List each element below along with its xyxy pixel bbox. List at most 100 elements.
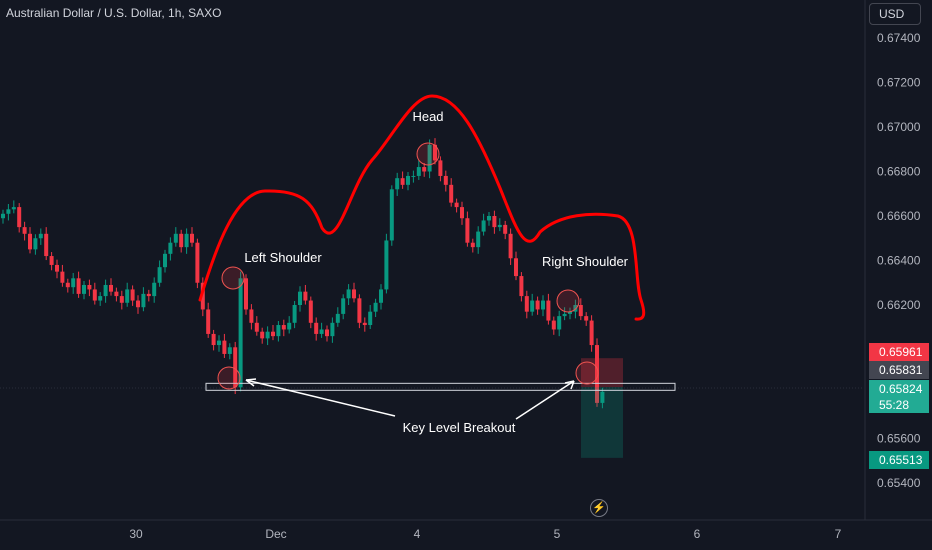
candle-body (362, 322, 367, 326)
key-level-breakout-label: Key Level Breakout (403, 420, 516, 435)
candle-body (476, 231, 481, 248)
candle-body (319, 329, 324, 334)
candle-body (314, 322, 319, 334)
right-shoulder-label: Right Shoulder (542, 254, 629, 269)
candle-body (17, 207, 22, 228)
candle-body (87, 284, 92, 290)
pivot-marker (575, 361, 599, 385)
candle-body (55, 264, 59, 272)
candle-body (109, 284, 113, 292)
time-tick-label: 6 (694, 527, 701, 541)
candle-body (454, 202, 459, 208)
candle-body (168, 242, 173, 254)
candle-body (184, 233, 189, 248)
candle-body (60, 271, 65, 283)
candle-body (222, 340, 227, 354)
pivot-marker (416, 142, 440, 166)
candle-body (379, 289, 383, 303)
candle-body (551, 320, 556, 330)
candle-body (114, 291, 119, 297)
candle-body (460, 207, 464, 219)
arrow-head-right (564, 380, 575, 390)
lightning-bolt-icon[interactable]: ⚡ (590, 499, 608, 517)
candle-body (389, 189, 394, 241)
candle-body (238, 278, 243, 388)
pivot-marker (221, 266, 245, 290)
candle-body (481, 220, 486, 232)
candle-body (303, 291, 308, 301)
candle-body (254, 322, 259, 332)
candle-body (44, 233, 49, 257)
candle-body (92, 289, 97, 301)
price-tick-label: 0.66600 (877, 209, 921, 223)
arrow-head-left (245, 378, 257, 387)
candle-body (449, 184, 454, 203)
candle-body (508, 233, 513, 259)
candle-body (249, 309, 254, 323)
candle-body (416, 167, 421, 176)
candle-body (573, 305, 578, 312)
candle-body (557, 316, 562, 330)
arrow-line-right (515, 380, 575, 420)
candle-body (357, 298, 362, 323)
candle-body (190, 233, 194, 243)
candle-body (335, 313, 340, 323)
candle-body (352, 289, 356, 299)
currency-button[interactable]: USD (869, 3, 921, 25)
bar-countdown: 55:28 (879, 398, 910, 412)
candle-body (11, 207, 16, 210)
candle-body (163, 253, 167, 268)
left-shoulder-label: Left Shoulder (244, 250, 322, 265)
head-label: Head (412, 109, 443, 124)
candle-body (287, 322, 292, 330)
candle-body (6, 209, 11, 214)
candle-body (400, 178, 405, 185)
candle-body (22, 227, 27, 234)
chart-title: Australian Dollar / U.S. Dollar, 1h, SAX… (6, 6, 222, 20)
candle-body (152, 282, 157, 297)
candle-body (271, 331, 275, 337)
candle-body (49, 256, 54, 265)
entry-price-tag: 0.65831 (869, 361, 929, 379)
candle-body (411, 175, 416, 177)
candle-body (136, 300, 140, 308)
candle-body (233, 347, 238, 388)
candle-body (179, 233, 184, 248)
price-tick-label: 0.67400 (877, 31, 921, 45)
price-tick-label: 0.65600 (877, 432, 921, 446)
candle-body (141, 293, 146, 308)
candle-body (427, 144, 432, 172)
candle-body (433, 144, 437, 161)
price-tick-label: 0.67200 (877, 76, 921, 90)
candle-body (1, 213, 5, 219)
candle-body (130, 289, 135, 301)
candle-body (98, 296, 103, 301)
candle-body (487, 216, 491, 221)
candle-body (422, 167, 427, 172)
candle-body (443, 175, 448, 185)
candle-body (119, 296, 124, 303)
candle-body (546, 300, 551, 321)
candle-body (541, 300, 545, 310)
price-tick-label: 0.66400 (877, 254, 921, 268)
candle-body (465, 218, 470, 243)
candle-body (157, 267, 162, 283)
candle-body (206, 309, 211, 334)
candle-body (368, 311, 373, 326)
target-price-tag: 0.65513 (869, 451, 929, 469)
candle-body (503, 224, 508, 234)
candle-body (103, 284, 108, 297)
stop-price-tag: 0.65961 (869, 343, 929, 361)
time-tick-label: 30 (129, 527, 143, 541)
candle-body (65, 282, 70, 288)
candle-body (589, 320, 594, 346)
candle-body (195, 242, 200, 283)
pivot-marker (217, 366, 241, 390)
candle-body (497, 224, 502, 228)
candle-body (38, 233, 43, 239)
candle-body (82, 284, 86, 294)
candle-body (562, 313, 567, 317)
candle-body (535, 300, 540, 310)
candle-body (600, 391, 605, 403)
